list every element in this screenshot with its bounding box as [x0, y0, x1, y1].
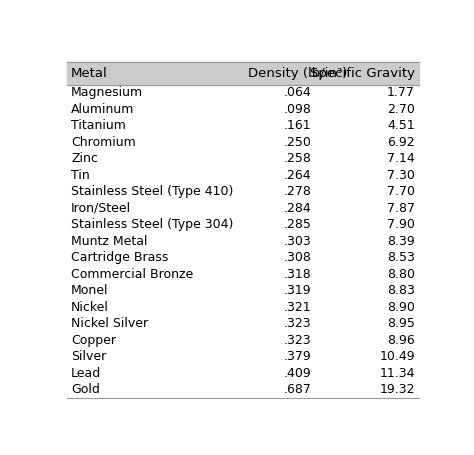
Text: .161: .161	[284, 119, 311, 132]
Bar	[66, 365, 419, 381]
Text: Nickel: Nickel	[71, 301, 109, 314]
Text: .258: .258	[283, 152, 311, 165]
Text: Aluminum: Aluminum	[71, 103, 135, 116]
Text: .321: .321	[284, 301, 311, 314]
Text: 8.39: 8.39	[387, 235, 415, 248]
Bar	[66, 101, 419, 118]
Text: 8.95: 8.95	[387, 317, 415, 330]
Text: .098: .098	[283, 103, 311, 116]
Text: Commercial Bronze: Commercial Bronze	[71, 268, 193, 281]
Bar	[66, 217, 419, 233]
Text: 10.49: 10.49	[379, 350, 415, 363]
Text: Stainless Steel (Type 304): Stainless Steel (Type 304)	[71, 218, 233, 231]
Bar	[66, 299, 419, 315]
Bar	[66, 349, 419, 365]
Text: .278: .278	[283, 185, 311, 198]
Bar	[66, 381, 419, 398]
Text: .264: .264	[284, 169, 311, 182]
Text: Titanium: Titanium	[71, 119, 126, 132]
Text: 2.70: 2.70	[387, 103, 415, 116]
Bar	[66, 167, 419, 184]
Text: Gold: Gold	[71, 383, 100, 396]
Text: .409: .409	[284, 367, 311, 380]
Text: Nickel Silver: Nickel Silver	[71, 317, 148, 330]
Text: .687: .687	[283, 383, 311, 396]
Text: Muntz Metal: Muntz Metal	[71, 235, 147, 248]
Bar	[66, 61, 419, 85]
Text: 4.51: 4.51	[387, 119, 415, 132]
Text: 8.83: 8.83	[387, 284, 415, 297]
Text: .323: .323	[284, 317, 311, 330]
Bar	[66, 200, 419, 217]
Text: Stainless Steel (Type 410): Stainless Steel (Type 410)	[71, 185, 233, 198]
Bar	[66, 184, 419, 200]
Text: Cartridge Brass: Cartridge Brass	[71, 251, 168, 264]
Bar	[66, 233, 419, 249]
Text: 8.96: 8.96	[387, 334, 415, 347]
Text: Specific Gravity: Specific Gravity	[310, 66, 415, 80]
Text: 1.77: 1.77	[387, 86, 415, 100]
Text: .303: .303	[284, 235, 311, 248]
Text: .064: .064	[284, 86, 311, 100]
Text: 7.90: 7.90	[387, 218, 415, 231]
Text: Lead: Lead	[71, 367, 101, 380]
Text: Density (lb/in³): Density (lb/in³)	[248, 66, 347, 80]
Bar	[66, 118, 419, 134]
Text: 7.87: 7.87	[387, 202, 415, 215]
Bar	[66, 332, 419, 349]
Bar	[66, 315, 419, 332]
Text: .319: .319	[284, 284, 311, 297]
Text: 6.92: 6.92	[387, 136, 415, 149]
Text: .250: .250	[283, 136, 311, 149]
Text: 7.70: 7.70	[387, 185, 415, 198]
Bar	[66, 134, 419, 151]
Text: Metal: Metal	[71, 66, 108, 80]
Text: Monel: Monel	[71, 284, 109, 297]
Text: .284: .284	[284, 202, 311, 215]
Text: Tin: Tin	[71, 169, 90, 182]
Text: .318: .318	[284, 268, 311, 281]
Bar	[66, 85, 419, 101]
Text: 8.80: 8.80	[387, 268, 415, 281]
Text: 11.34: 11.34	[379, 367, 415, 380]
Text: 7.30: 7.30	[387, 169, 415, 182]
Text: Copper: Copper	[71, 334, 116, 347]
Text: .308: .308	[283, 251, 311, 264]
Text: .285: .285	[283, 218, 311, 231]
Text: Zinc: Zinc	[71, 152, 98, 165]
Text: .323: .323	[284, 334, 311, 347]
Text: Silver: Silver	[71, 350, 106, 363]
Text: Chromium: Chromium	[71, 136, 136, 149]
Bar	[66, 151, 419, 167]
Bar	[66, 249, 419, 266]
Bar	[66, 266, 419, 283]
Text: 19.32: 19.32	[379, 383, 415, 396]
Text: 8.90: 8.90	[387, 301, 415, 314]
Text: Iron/Steel: Iron/Steel	[71, 202, 131, 215]
Text: .379: .379	[284, 350, 311, 363]
Text: 8.53: 8.53	[387, 251, 415, 264]
Text: Magnesium: Magnesium	[71, 86, 143, 100]
Text: 7.14: 7.14	[387, 152, 415, 165]
Bar	[66, 283, 419, 299]
